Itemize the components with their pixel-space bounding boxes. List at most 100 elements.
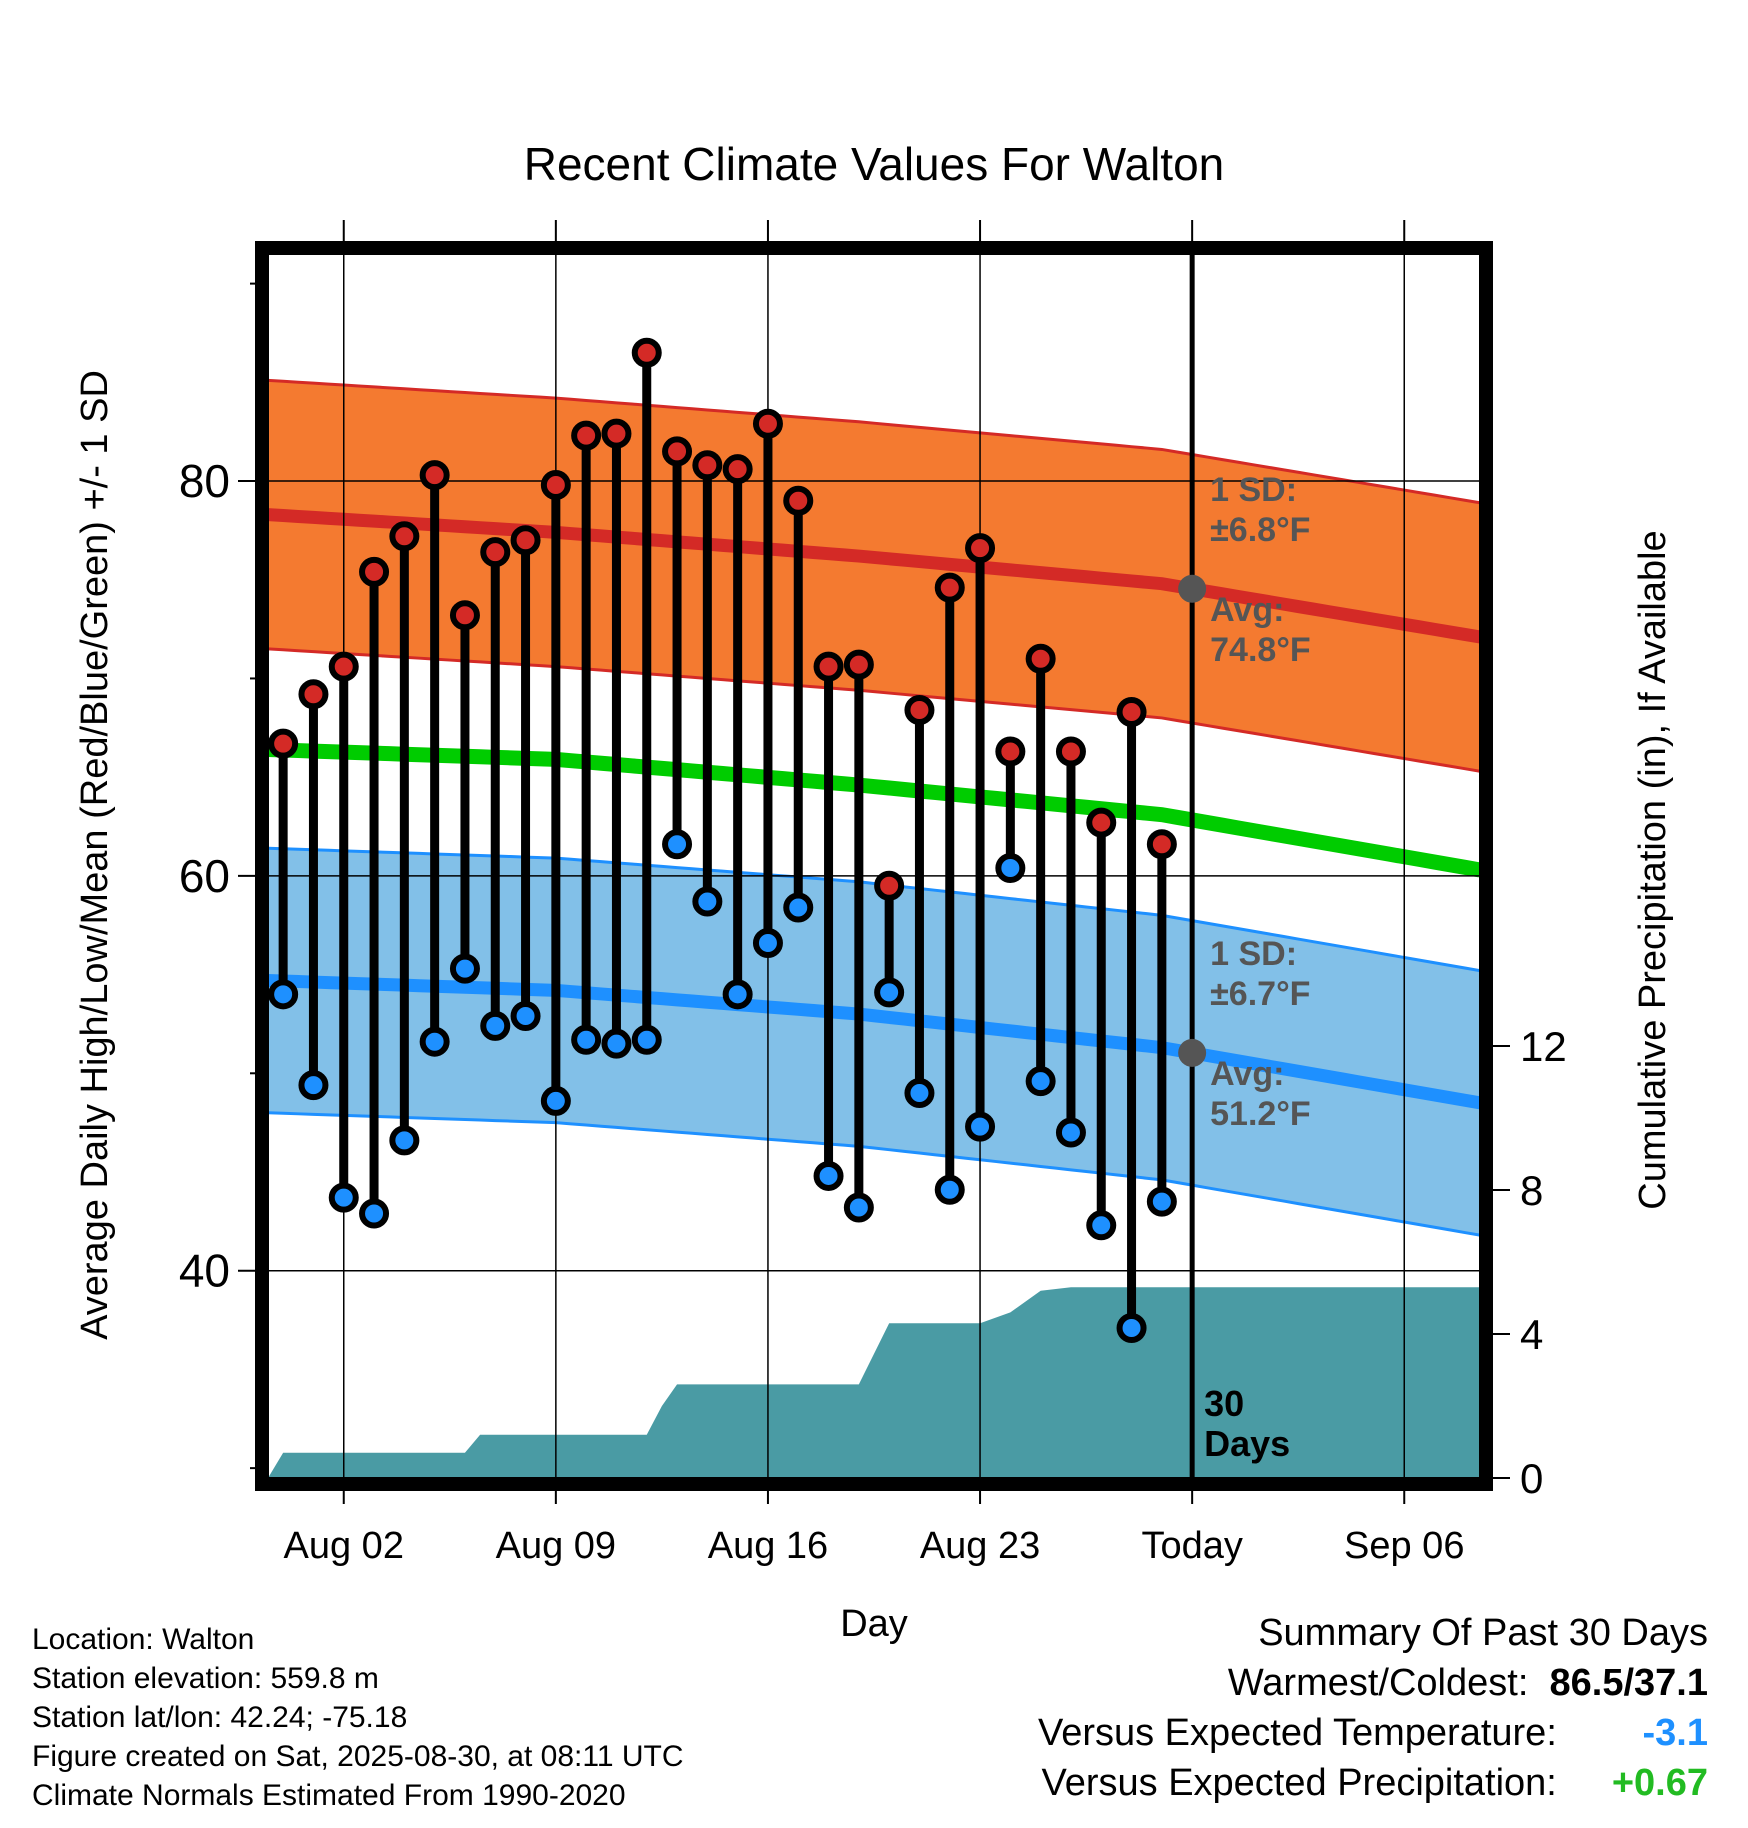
daily-low-point (995, 852, 1026, 883)
daily-high-point (995, 736, 1026, 767)
summary-title: Summary Of Past 30 Days (1258, 1612, 1708, 1654)
daily-low-point (389, 1125, 420, 1156)
daily-low-point (813, 1160, 844, 1191)
y-axis-left-label: Average Daily High/Low/Mean (Red/Blue/Gr… (74, 370, 116, 1340)
y-axis-right-label: Cumulative Precipitation (in), If Availa… (1632, 530, 1674, 1209)
daily-high-point (843, 649, 874, 680)
daily-high-point (359, 556, 390, 587)
daily-high-point (874, 870, 905, 901)
low-band-upper-edge (268, 846, 1480, 973)
today-normal-low-marker (1178, 1038, 1207, 1067)
summary-panel: Summary Of Past 30 Days Warmest/Coldest:… (1038, 1608, 1708, 1808)
warmest-coldest-row: Warmest/Coldest: 86.5/37.1 (1038, 1658, 1708, 1708)
daily-low-point (359, 1198, 390, 1229)
low-sd-value: ±6.7°F (1210, 975, 1310, 1013)
high-sd-value: ±6.8°F (1210, 511, 1310, 549)
daily-high-point (449, 600, 480, 631)
plot-content (268, 254, 1480, 1478)
daily-low-point (965, 1111, 996, 1142)
daily-high-point (298, 679, 329, 710)
daily-low-point (540, 1085, 571, 1116)
today-days-label-number: 30 (1204, 1383, 1244, 1424)
daily-low-point (1116, 1312, 1147, 1343)
daily-low-point (631, 1024, 662, 1055)
plot-frame (255, 241, 1493, 1491)
temp-departure-label: Versus Expected Temperature: (1037, 1712, 1557, 1754)
daily-high-point (601, 418, 632, 449)
low-avg-value: 51.2°F (1210, 1095, 1311, 1133)
high-sd-band (268, 380, 1480, 772)
daily-low-point (783, 892, 814, 923)
daily-high-point (783, 485, 814, 516)
daily-high-point (934, 572, 965, 603)
daily-low-point (510, 1001, 541, 1032)
x-tick-label: Aug 09 (496, 1525, 616, 1567)
low-sd-band (268, 848, 1480, 1236)
daily-high-point (540, 469, 571, 500)
daily-low-point (934, 1174, 965, 1205)
daily-low-point (874, 977, 905, 1008)
daily-high-point (692, 450, 723, 481)
location-text: Location: Walton (32, 1623, 255, 1656)
normal-mean-line (268, 742, 1480, 878)
chart-title: Recent Climate Values For Walton (524, 138, 1225, 190)
x-axis-label: Day (840, 1603, 908, 1645)
station-info: Location: Walton Station elevation: 559.… (32, 1620, 684, 1815)
daily-high-point (722, 454, 753, 485)
daily-high-point (510, 525, 541, 556)
daily-low-point (571, 1024, 602, 1055)
y-right-tick-label: 8 (1520, 1167, 1543, 1214)
daily-low-point (662, 829, 693, 860)
x-tick-label: Aug 16 (708, 1525, 828, 1567)
y-left-tick-label: 60 (179, 850, 230, 902)
daily-low-point (480, 1010, 511, 1041)
daily-high-point (571, 420, 602, 451)
y-left-tick-label: 80 (179, 455, 230, 507)
daily-low-point (419, 1026, 450, 1057)
daily-high-point (419, 460, 450, 491)
today-normal-high-marker (1178, 574, 1207, 603)
x-tick-label: Sep 06 (1344, 1525, 1464, 1567)
daily-low-point (298, 1070, 329, 1101)
warmest-coldest-value: 86.5/37.1 (1549, 1662, 1708, 1704)
daily-high-point (480, 537, 511, 568)
x-tick-label: Today (1141, 1525, 1242, 1567)
daily-low-point (328, 1182, 359, 1213)
temp-departure-value: -3.1 (1642, 1712, 1708, 1754)
daily-high-point (631, 337, 662, 368)
daily-low-point (449, 953, 480, 984)
low-avg-title: Avg: (1210, 1055, 1284, 1093)
daily-high-point (1086, 807, 1117, 838)
daily-low-point (752, 927, 783, 958)
daily-high-point (389, 521, 420, 552)
daily-high-point (662, 436, 693, 467)
daily-low-point (1025, 1066, 1056, 1097)
daily-high-point (1055, 736, 1086, 767)
latlon-text: Station lat/lon: 42.24; -75.18 (32, 1701, 408, 1734)
daily-low-point (692, 886, 723, 917)
daily-low-point (904, 1078, 935, 1109)
daily-high-point (965, 533, 996, 564)
daily-low-point (1146, 1186, 1177, 1217)
high-band-lower-edge (268, 647, 1480, 773)
daily-low-point (601, 1028, 632, 1059)
high-avg-value: 74.8°F (1210, 631, 1311, 669)
precipitation-area (268, 1287, 1480, 1478)
daily-high-point (1146, 829, 1177, 860)
daily-high-point (904, 695, 935, 726)
created-text: Figure created on Sat, 2025-08-30, at 08… (32, 1740, 684, 1773)
daily-high-point (752, 408, 783, 439)
daily-low-point (1086, 1210, 1117, 1241)
x-tick-label: Aug 23 (920, 1525, 1040, 1567)
today-days-label-word: Days (1204, 1423, 1290, 1464)
daily-low-point (268, 979, 299, 1010)
temp-departure-row: Versus Expected Temperature: -3.1 (1038, 1708, 1708, 1758)
daily-high-point (328, 651, 359, 682)
y-right-tick-label: 12 (1520, 1023, 1567, 1070)
y-right-tick-label: 4 (1520, 1311, 1543, 1358)
high-band-upper-edge (268, 378, 1480, 505)
y-left-tick-label: 40 (179, 1245, 230, 1297)
daily-high-point (813, 651, 844, 682)
x-tick-label: Aug 02 (284, 1525, 404, 1567)
